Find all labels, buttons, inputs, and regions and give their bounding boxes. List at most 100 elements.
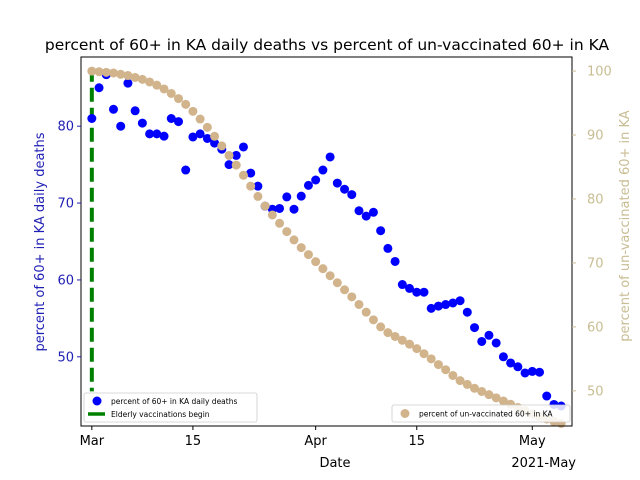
deaths-point: [303, 180, 313, 190]
unvaccinated-point: [311, 257, 321, 267]
unvaccinated-point: [267, 210, 277, 220]
unvaccinated-point: [253, 191, 263, 201]
legend-left: percent of 60+ in KA daily deaths Elderl…: [83, 392, 258, 423]
y-right-tick-label: 100: [587, 65, 612, 80]
unvaccinated-point: [484, 390, 494, 400]
deaths-point: [361, 211, 371, 221]
unvaccinated-point: [137, 74, 147, 84]
legend-left-box: [83, 392, 258, 423]
deaths-point: [542, 391, 552, 401]
deaths-point: [506, 358, 516, 368]
unvaccinated-point: [130, 72, 140, 82]
unvaccinated-point: [275, 218, 285, 228]
deaths-point: [412, 287, 422, 297]
deaths-point: [477, 336, 487, 346]
unvaccinated-point: [101, 67, 111, 77]
unvaccinated-point: [108, 68, 118, 78]
y-axis-right-label: percent of un-vaccinated 60+ in KA: [618, 110, 633, 342]
deaths-point: [137, 118, 147, 128]
y-left-tick-label: 50: [57, 350, 74, 365]
unvaccinated-point: [202, 122, 212, 132]
deaths-point: [470, 323, 480, 333]
unvaccinated-point: [340, 285, 350, 295]
deaths-point: [210, 138, 220, 148]
x-tick-label: Mar: [80, 434, 105, 449]
unvaccinated-point: [238, 170, 248, 180]
unvaccinated-point: [419, 349, 429, 359]
unvaccinated-point: [152, 80, 162, 90]
unvaccinated-point: [390, 331, 400, 341]
y-right-tick-label: 80: [587, 192, 604, 207]
deaths-point: [405, 283, 415, 293]
chart-title: percent of 60+ in KA daily deaths vs per…: [45, 36, 610, 54]
deaths-point: [195, 129, 205, 139]
deaths-point: [130, 106, 140, 116]
deaths-point: [188, 132, 198, 142]
unvaccinated-point: [159, 84, 169, 94]
unvaccinated-point: [376, 322, 386, 332]
deaths-point: [275, 203, 285, 213]
unvaccinated-point: [354, 299, 364, 309]
unvaccinated-point: [491, 393, 501, 403]
deaths-point: [311, 175, 321, 185]
y-left-tick-label: 70: [57, 197, 74, 212]
deaths-point: [527, 366, 537, 376]
deaths-point: [181, 165, 191, 175]
unvaccinated-point: [361, 307, 371, 317]
deaths-point: [87, 114, 97, 123]
unvaccinated-point: [260, 201, 270, 211]
deaths-point: [340, 184, 350, 194]
deaths-point: [426, 303, 436, 313]
y-left-tick-label: 60: [57, 273, 74, 288]
deaths-point: [231, 150, 241, 160]
unvaccinated-point: [383, 328, 393, 338]
unvaccinated-point: [325, 271, 335, 281]
x-tick-label: 15: [408, 434, 425, 449]
deaths-point: [491, 338, 501, 348]
unvaccinated-point: [87, 66, 97, 76]
y-right-tick-label: 90: [587, 129, 604, 144]
deaths-point: [116, 121, 126, 131]
legend-label-vaccinations: Elderly vaccinations begin: [111, 410, 210, 419]
y-right-tick-label: 50: [587, 384, 604, 399]
legend-marker-deaths: [92, 396, 102, 406]
deaths-point: [296, 191, 306, 201]
unvaccinated-point: [448, 370, 458, 380]
x-tick-label: May: [519, 434, 546, 449]
deaths-point: [159, 131, 169, 141]
deaths-point: [484, 330, 494, 340]
deaths-point: [462, 307, 472, 317]
deaths-point: [433, 301, 443, 311]
unvaccinated-point: [231, 160, 241, 170]
deaths-point: [202, 133, 212, 143]
deaths-point: [376, 226, 386, 236]
deaths-point: [354, 206, 364, 216]
deaths-point: [152, 129, 162, 139]
unvaccinated-point: [210, 131, 220, 141]
unvaccinated-point: [332, 278, 342, 288]
deaths-point: [455, 296, 465, 306]
deaths-point: [282, 192, 292, 202]
deaths-point: [289, 204, 299, 214]
unvaccinated-point: [188, 106, 198, 116]
deaths-point: [520, 368, 530, 378]
deaths-point: [448, 298, 458, 308]
deaths-point: [368, 207, 378, 217]
deaths-point: [383, 243, 393, 253]
legend-label-deaths: percent of 60+ in KA daily deaths: [111, 397, 237, 406]
unvaccinated-point: [347, 292, 357, 302]
deaths-point: [166, 114, 176, 123]
deaths-point: [397, 280, 407, 290]
unvaccinated-point: [433, 360, 443, 370]
unvaccinated-point: [368, 315, 378, 325]
deaths-point: [513, 362, 523, 372]
series-deaths: [87, 70, 566, 411]
x-axis-offset-label: 2021-May: [511, 456, 576, 471]
deaths-point: [173, 117, 183, 127]
x-tick-label: 15: [185, 434, 202, 449]
deaths-point: [441, 300, 451, 310]
y-axis-left-label: percent of 60+ in KA daily deaths: [33, 132, 48, 351]
deaths-point: [253, 181, 263, 191]
unvaccinated-point: [181, 99, 191, 109]
